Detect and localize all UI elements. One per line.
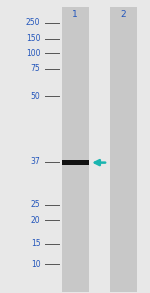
Text: 20: 20 (31, 216, 40, 225)
Text: 2: 2 (120, 10, 126, 19)
Text: 1: 1 (72, 10, 78, 19)
Bar (61, 7, 88, 292)
Text: 250: 250 (26, 18, 40, 27)
Bar (61, 160, 88, 165)
Text: 37: 37 (31, 157, 40, 166)
Text: 75: 75 (31, 64, 40, 73)
Bar (110, 7, 136, 292)
Text: 10: 10 (31, 260, 40, 269)
Text: 100: 100 (26, 49, 40, 58)
Text: 150: 150 (26, 34, 40, 43)
Text: 50: 50 (31, 92, 40, 100)
Text: 15: 15 (31, 239, 40, 248)
Text: 25: 25 (31, 200, 40, 209)
